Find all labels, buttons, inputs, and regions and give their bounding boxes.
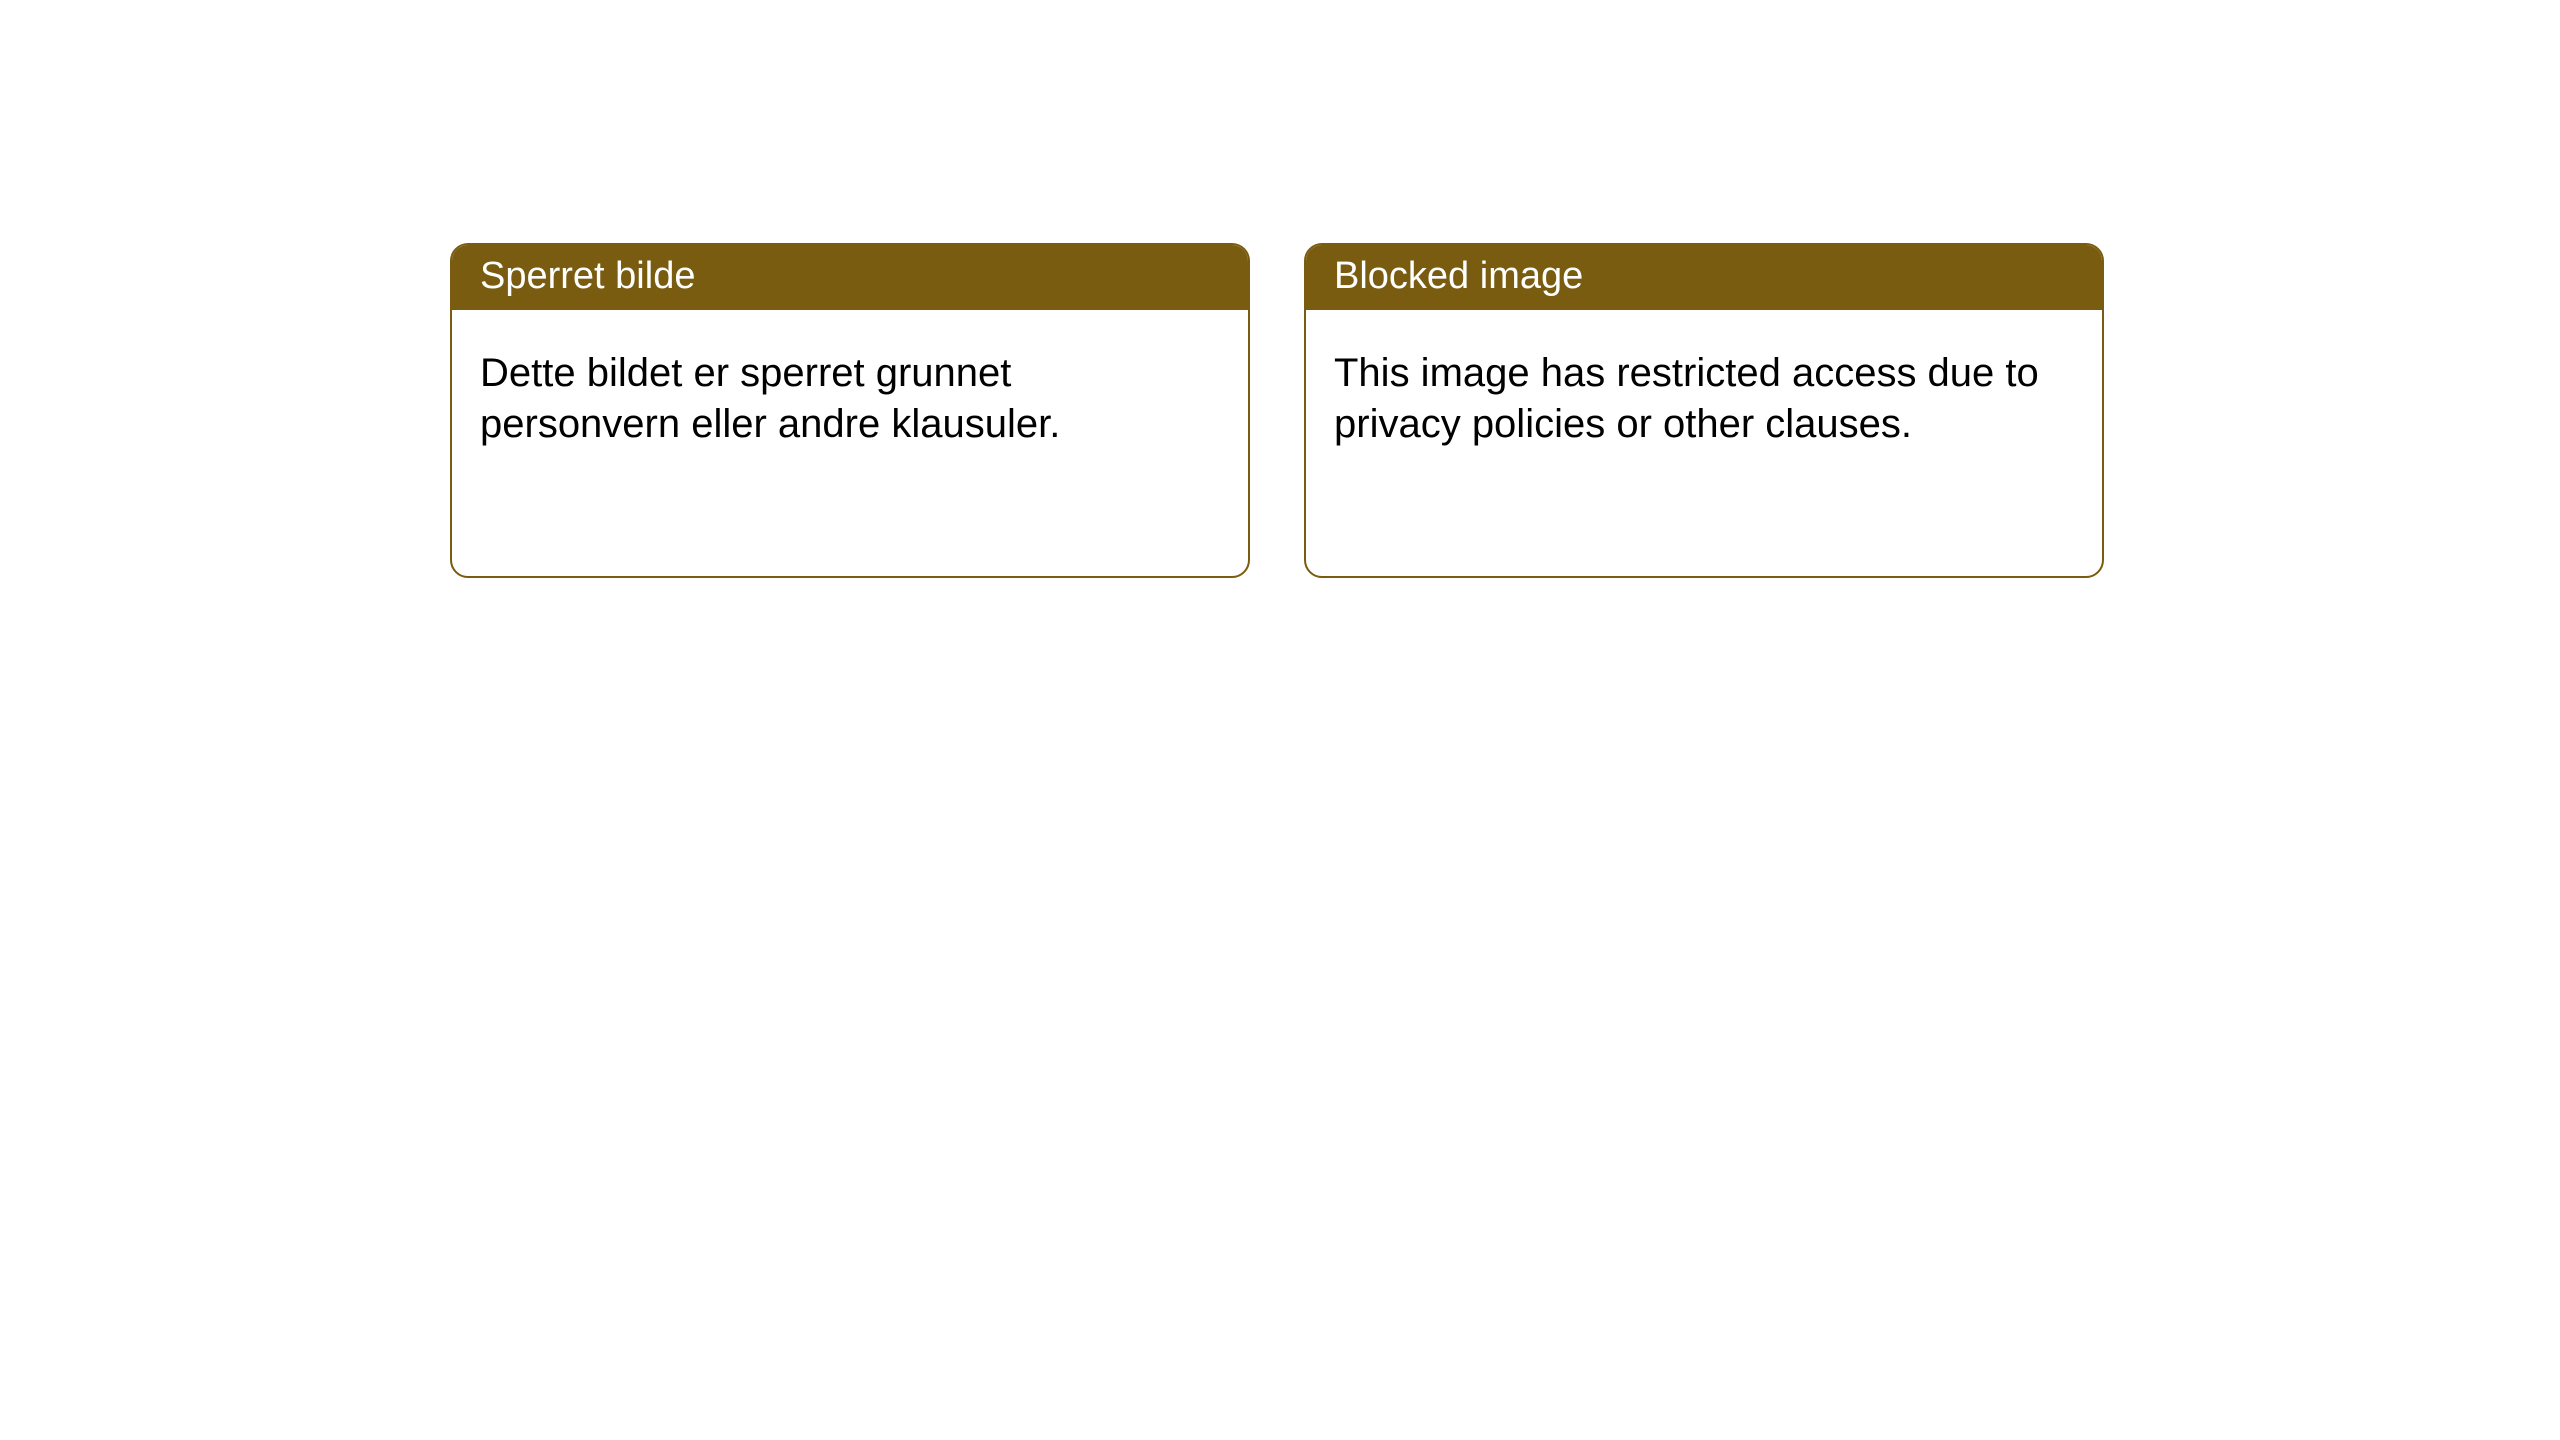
card-header: Blocked image (1306, 245, 2102, 310)
card-header: Sperret bilde (452, 245, 1248, 310)
card-body: Dette bildet er sperret grunnet personve… (452, 310, 1248, 488)
notice-card-norwegian: Sperret bilde Dette bildet er sperret gr… (450, 243, 1250, 578)
notice-container: Sperret bilde Dette bildet er sperret gr… (0, 0, 2560, 578)
notice-card-english: Blocked image This image has restricted … (1304, 243, 2104, 578)
card-body: This image has restricted access due to … (1306, 310, 2102, 488)
